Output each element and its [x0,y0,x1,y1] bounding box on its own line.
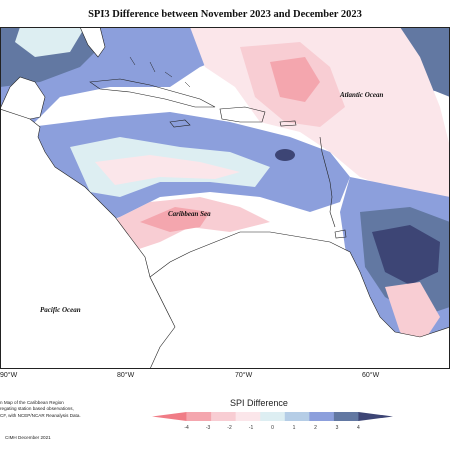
island-jamaica [169,119,191,128]
legend-title: SPI Difference [230,398,288,408]
legend-swatch [333,412,359,421]
legend-swatch [235,412,261,421]
legend-swatch [284,412,310,421]
legend-tick-label: -1 [249,425,254,431]
legend-tick-label: -4 [184,425,189,431]
land-south-america [149,231,450,369]
legend-tick-label: 0 [271,425,274,431]
label-atlantic-ocean: Atlantic Ocean [339,91,383,99]
legend-tick-label: -2 [227,425,232,431]
spi-difference-map: Atlantic Ocean Caribbean Sea Pacific Oce… [0,27,450,369]
island-hispaniola [219,106,266,123]
legend-tick-label: 4 [357,425,360,431]
copyright: CIMH December 2021 [5,435,51,440]
credit-line-3: CF, with NCEP/NCAR Reanalysis Data. [0,412,81,418]
pink-zone-south-core [140,207,210,232]
lon-label-90w: 90°W [0,372,18,379]
legend-swatch [309,412,335,421]
lon-label-70w: 70°W [235,372,253,379]
lon-label-80w: 80°W [117,372,135,379]
dark-patch-pr [275,149,295,161]
gray-blue-zone-ne [400,27,450,97]
bahamas [129,56,191,88]
pink-zone-atlantic-core [270,57,320,102]
label-pacific-ocean: Pacific Ocean [40,306,81,314]
legend-colorbar: -4 -3 -2 -1 0 1 2 3 4 [152,412,393,431]
lon-label-60w: 60°W [362,372,380,379]
blue-zone-north [0,27,450,137]
credit-line-1: n Map of the Caribbean Region [0,400,64,405]
pink-zone-guiana [385,282,440,347]
legend-swatch [152,412,187,421]
island-trinidad [334,229,347,239]
land-florida [79,27,106,58]
legend-tick-label: 3 [336,425,339,431]
legend-swatch [186,412,212,421]
island-cuba [89,78,216,108]
legend-tick-label: -3 [206,425,211,431]
label-caribbean-sea: Caribbean Sea [168,210,211,218]
legend-swatch [211,412,237,421]
light-pink-caribbean [95,155,240,185]
legend-swatch [260,412,286,421]
light-cyan-north [15,27,85,57]
dark-blue-core-east [372,225,440,285]
map-title: SPI3 Difference between November 2023 an… [88,9,362,20]
legend-tick-label: 2 [314,425,317,431]
land-yucatan [0,76,46,120]
legend-swatch [358,412,393,421]
lesser-antilles [319,136,336,228]
credit-line-2: regating station based observations, [0,406,74,412]
legend-tick-label: 1 [293,425,296,431]
island-puerto-rico [279,120,297,127]
credit-text: n Map of the Caribbean Region regating s… [0,400,120,419]
